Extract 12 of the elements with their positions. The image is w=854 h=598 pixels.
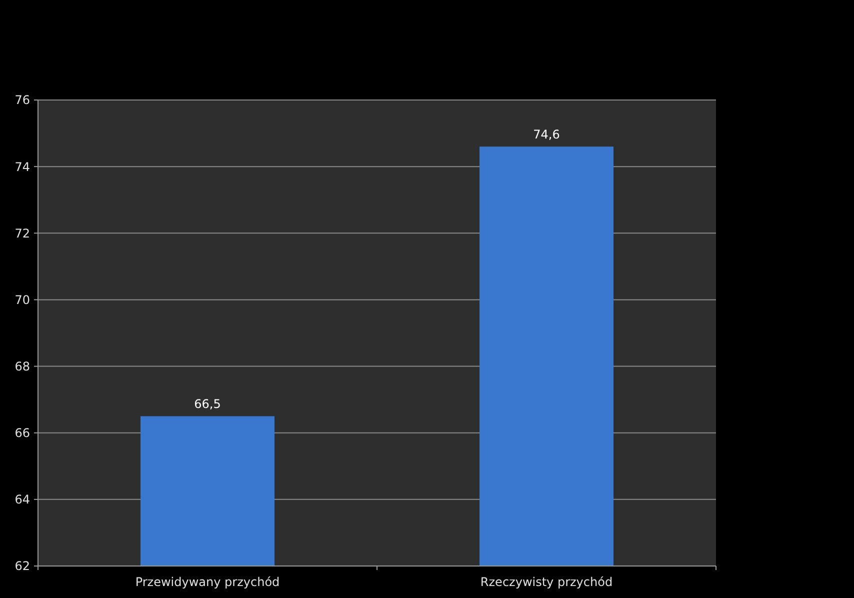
y-tick-label: 70: [14, 292, 30, 307]
y-tick-label: 64: [14, 492, 30, 507]
y-tick-label: 68: [14, 359, 30, 374]
y-tick-label: 66: [14, 426, 30, 440]
y-tick-label: 62: [14, 559, 30, 574]
x-tick-label: Przewidywany przychód: [135, 575, 280, 589]
data-label: 74,6: [533, 128, 560, 142]
data-label: 66,5: [194, 397, 221, 412]
x-tick-label: Rzeczywisty przychód: [480, 575, 613, 589]
y-tick-label: 74: [14, 160, 30, 174]
y-tick-label: 72: [14, 226, 30, 240]
y-tick-label: 76: [14, 93, 30, 108]
